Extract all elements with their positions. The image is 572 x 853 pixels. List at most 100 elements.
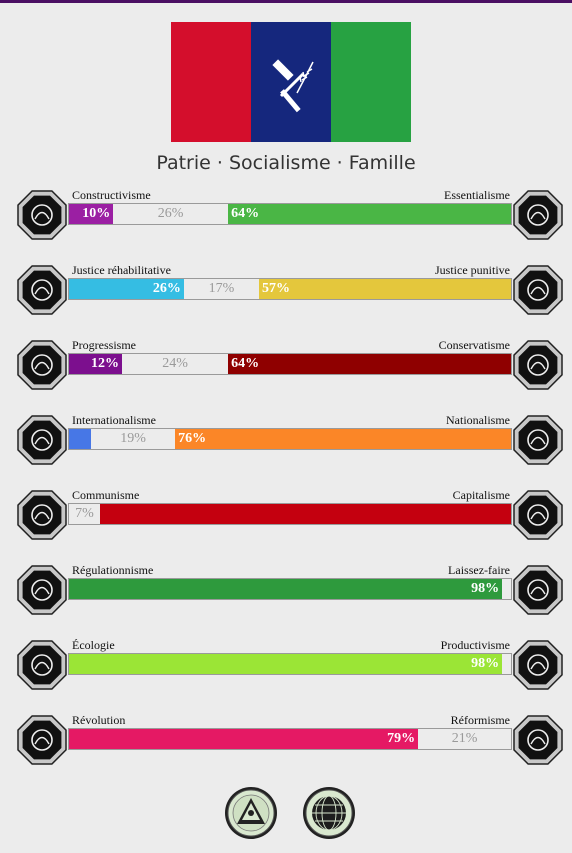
axis-left-segment: 98% (69, 654, 503, 674)
axis-row: Justice réhabilitative Justice punitive 26… (0, 263, 572, 323)
axis-bar: 10% 26% 64% (68, 203, 512, 225)
axis-percent-label: 10% (82, 206, 111, 221)
flag-stripe-red (171, 22, 251, 142)
axis-left-label: Constructivisme (72, 188, 151, 202)
flag-icon (513, 415, 563, 465)
ballot-icon (513, 715, 563, 765)
chain-icon (17, 565, 67, 615)
axis-right-label: Justice punitive (435, 263, 510, 277)
axis-percent-label: 21% (451, 731, 478, 746)
axis-percent-label: 26% (152, 281, 181, 296)
spiral-icon (17, 190, 67, 240)
axis-left-segment (69, 429, 92, 449)
axis-row: Progressisme Conservatisme 12% 24% 64% (0, 338, 572, 398)
axis-right-icon (511, 338, 565, 392)
axis-left-icon (15, 338, 69, 392)
axis-left-segment: 98% (69, 579, 503, 599)
globe-web-badge-icon[interactable] (302, 786, 356, 840)
axis-right-icon (511, 488, 565, 542)
axis-center-segment: 24% (122, 354, 229, 374)
axis-row: Constructivisme Essentialisme 10% 26% 64% (0, 188, 572, 248)
axis-left-label: Justice réhabilitative (72, 263, 171, 277)
axis-percent-label: 17% (208, 281, 235, 296)
axis-right-icon (511, 563, 565, 617)
axis-left-segment: 26% (69, 279, 184, 299)
axis-percent-label: 64% (231, 206, 260, 221)
axis-bar: 98% (68, 578, 512, 600)
axis-bar: 79% 21% (68, 728, 512, 750)
axis-center-segment: 21% (418, 729, 511, 749)
axis-right-segment: 64% (228, 204, 511, 224)
axis-bar: 93%7% (68, 503, 512, 525)
axis-row: Régulationnisme Laissez-faire 98% (0, 563, 572, 623)
axis-center-segment: 19% (91, 429, 176, 449)
eye-pyramid-badge-icon[interactable] (224, 786, 278, 840)
axis-right-label: Nationalisme (446, 413, 510, 427)
axis-row: Internationalisme Nationalisme 19% 76% (0, 413, 572, 473)
axis-left-segment: 79% (69, 729, 419, 749)
achievement-badges (224, 786, 360, 842)
axis-percent-label: 64% (231, 356, 260, 371)
motto: Patrie · Socialisme · Famille (156, 152, 416, 174)
axis-left-label: Communisme (72, 488, 140, 502)
hammer-sickle-icon (17, 490, 67, 540)
axis-right-segment: 64% (228, 354, 511, 374)
money-bag-icon (513, 490, 563, 540)
axis-left-label: Révolution (72, 713, 126, 727)
flag-stripe-green (331, 22, 411, 142)
flag-stripe-blue (251, 22, 331, 142)
axis-left-icon (15, 413, 69, 467)
prison-bars-icon (513, 265, 563, 315)
axis-right-segment: 57% (259, 279, 511, 299)
axis-center-segment: 17% (183, 279, 260, 299)
axis-center-segment: 26% (113, 204, 229, 224)
axis-right-label: Capitalisme (452, 488, 510, 502)
factory-icon (513, 640, 563, 690)
axis-percent-label: 98% (471, 656, 500, 671)
handshake-icon (17, 265, 67, 315)
axis-left-segment: 10% (69, 204, 114, 224)
axis-center-segment (502, 654, 511, 674)
axis-bar: 12% 24% 64% (68, 353, 512, 375)
flag (171, 22, 411, 142)
axis-left-segment: 12% (69, 354, 123, 374)
axis-right-segment (99, 504, 511, 524)
axis-left-icon (15, 638, 69, 692)
axis-row: Révolution Réformisme 79% 21% (0, 713, 572, 773)
axis-right-segment: 76% (175, 429, 511, 449)
axis-left-icon (15, 488, 69, 542)
axis-row: Écologie Productivisme 98% (0, 638, 572, 698)
axis-right-icon (511, 188, 565, 242)
axis-percent-label: 98% (471, 581, 500, 596)
axis-percent-label: 26% (157, 206, 184, 221)
axis-percent-label: 24% (162, 356, 188, 371)
leaf-icon (17, 640, 67, 690)
axis-center-segment (502, 579, 511, 599)
axis-left-label: Internationalisme (72, 413, 156, 427)
axis-percent-label: 76% (178, 431, 207, 446)
axis-left-icon (15, 188, 69, 242)
axis-right-label: Réformisme (450, 713, 510, 727)
axis-percent-label: 57% (262, 281, 291, 296)
axis-left-icon (15, 563, 69, 617)
axis-left-label: Progressisme (72, 338, 136, 352)
axis-bar: 98% (68, 653, 512, 675)
axis-right-icon (511, 713, 565, 767)
flower-icon (513, 190, 563, 240)
hammer-and-wheat-icon (272, 59, 314, 113)
axis-right-label: Productivisme (440, 638, 510, 652)
axis-right-label: Laissez-faire (448, 563, 510, 577)
butterfly-icon (513, 565, 563, 615)
axis-percent-label: 79% (387, 731, 416, 746)
axis-bar: 19% 76% (68, 428, 512, 450)
axis-percent-label: 19% (120, 431, 146, 446)
axis-bar: 26% 17% 57% (68, 278, 512, 300)
axis-left-label: Écologie (72, 638, 115, 652)
axis-percent-label: 12% (91, 356, 120, 371)
quill-icon (513, 340, 563, 390)
fist-icon (17, 715, 67, 765)
globe-laurel-icon (17, 415, 67, 465)
axis-row: Communisme Capitalisme93%7% (0, 488, 572, 548)
axis-right-icon (511, 638, 565, 692)
axis-right-label: Essentialisme (444, 188, 510, 202)
